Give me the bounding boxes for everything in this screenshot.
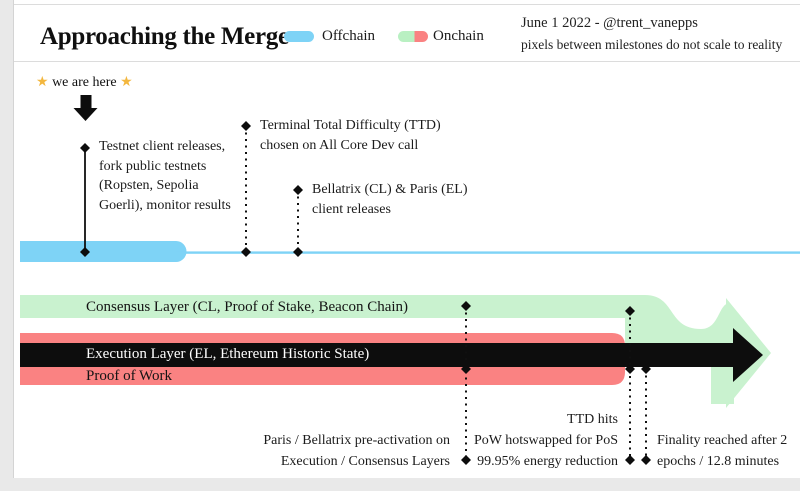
offchain-legend-swatch (284, 31, 314, 42)
page-title: Approaching the Merge (40, 23, 289, 50)
note-line: 99.95% energy reduction (477, 454, 618, 469)
note-line: Bellatrix (CL) & Paris (EL) (312, 182, 468, 197)
note-line: Finality reached after 2 (657, 433, 788, 448)
note-testnet-releases: Testnet client releases, fork public tes… (99, 137, 231, 215)
execution-arrow-shape (20, 328, 763, 382)
note-line: (Ropsten, Sepolia (99, 178, 199, 193)
proof-of-work-label: Proof of Work (86, 368, 173, 384)
consensus-bar (20, 295, 645, 318)
offchain-bar (20, 241, 187, 262)
note-line: Paris / Bellatrix pre-activation on (263, 433, 450, 448)
consensus-layer-label: Consensus Layer (CL, Proof of Stake, Bea… (86, 299, 409, 315)
down-arrow-stem (80, 95, 92, 109)
milestone-diamond (625, 455, 635, 465)
milestone-diamond (293, 247, 303, 257)
note-line: Execution / Consensus Layers (280, 454, 450, 469)
milestone-diamond (461, 455, 471, 465)
execution-arrowhead (733, 328, 763, 382)
star-icon: ★ (120, 75, 133, 90)
milestone-diamond (80, 143, 90, 153)
we-are-here-label: ★ we are here ★ (36, 74, 133, 91)
onchain-legend-swatch (398, 31, 428, 42)
note-client-releases: Bellatrix (CL) & Paris (EL) client relea… (312, 180, 468, 219)
byline-disclaimer: pixels between milestones do not scale t… (521, 37, 783, 52)
execution-layer-label: Execution Layer (EL, Ethereum Historic S… (86, 346, 370, 362)
note-line: Terminal Total Difficulty (TTD) (260, 118, 441, 133)
note-ttd-chosen: Terminal Total Difficulty (TTD) chosen o… (260, 116, 441, 155)
note-pre-activation: Paris / Bellatrix pre-activation on Exec… (225, 430, 450, 472)
consensus-track-shape (20, 295, 771, 408)
milestone-diamond (641, 364, 651, 374)
offchain-track-shape (20, 241, 800, 262)
we-are-here-text: we are here (52, 75, 117, 90)
milestone-diamond (241, 247, 251, 257)
note-line: client releases (312, 201, 391, 217)
milestone-markers (80, 121, 651, 465)
note-line: Goerli), monitor results (99, 197, 231, 213)
milestone-diamond (625, 306, 635, 316)
byline-date-author: June 1 2022 - @trent_vanepps (521, 15, 698, 31)
note-line: Testnet client releases, (99, 139, 226, 154)
note-line: PoW hotswapped for PoS (473, 433, 618, 448)
onchain-legend-label: Onchain (433, 28, 484, 44)
offchain-thin-line (176, 251, 800, 254)
note-line: TTD hits (567, 412, 618, 427)
connector-lines (84, 126, 647, 460)
note-line: epochs / 12.8 minutes (657, 454, 780, 469)
note-finality: Finality reached after 2 epochs / 12.8 m… (657, 430, 787, 472)
milestone-diamond (80, 247, 90, 257)
down-arrow-icon (73, 95, 98, 121)
offchain-legend-label: Offchain (322, 28, 376, 44)
note-ttd-hits: TTD hits PoW hotswapped for PoS 99.95% e… (420, 409, 618, 472)
page-background (13, 0, 800, 478)
milestone-diamond (241, 121, 251, 131)
milestone-diamond (293, 185, 303, 195)
down-arrow-head (73, 108, 98, 121)
consensus-curve-neck (625, 295, 730, 343)
note-line: chosen on All Core Dev call (260, 137, 419, 153)
milestone-diamond (625, 364, 635, 374)
milestone-diamond (641, 455, 651, 465)
note-line: fork public testnets (99, 158, 207, 174)
execution-bar (20, 343, 733, 367)
milestone-diamond (461, 301, 471, 311)
star-icon: ★ (36, 75, 49, 90)
milestone-diamond (461, 364, 471, 374)
